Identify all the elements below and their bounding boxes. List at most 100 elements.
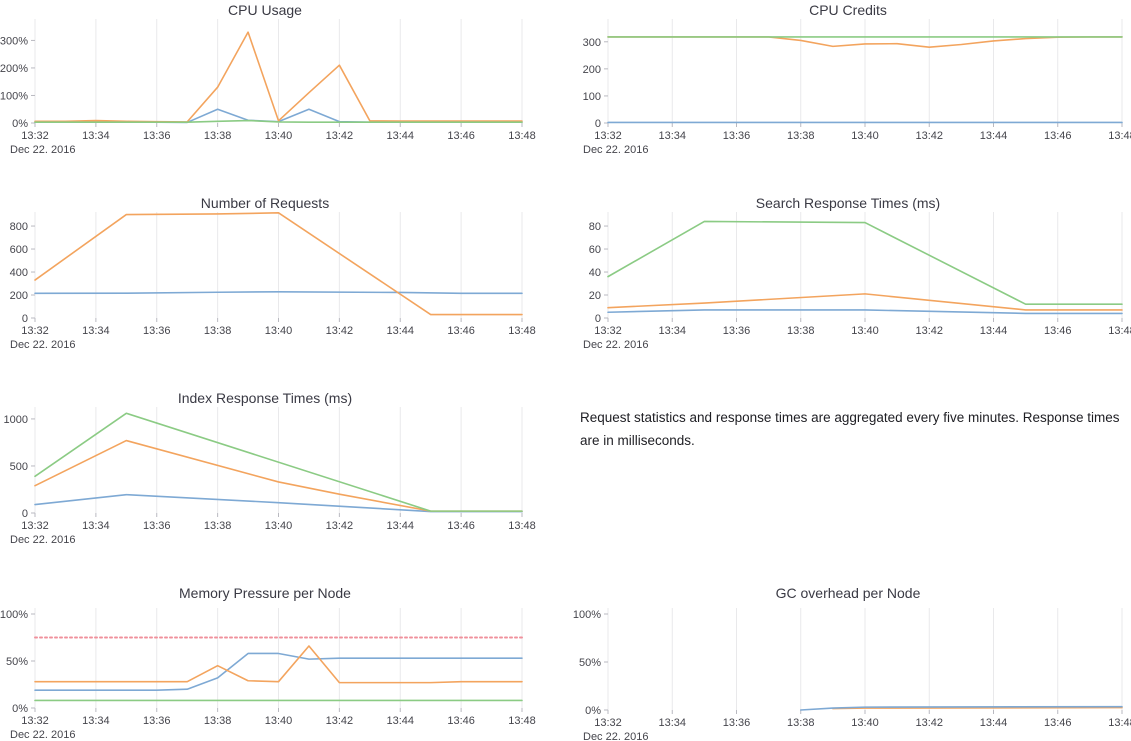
x-tick-label: 13:46 — [1044, 325, 1072, 337]
series-line-blue[interactable] — [34, 290, 523, 295]
x-tick-label: 13:32 — [594, 130, 622, 142]
chart-title: Memory Pressure per Node — [179, 585, 351, 601]
y-tick-label: 300% — [0, 35, 28, 47]
x-tick-label: 13:40 — [851, 717, 879, 729]
x-tick-label: 13:40 — [851, 325, 879, 337]
x-tick-label: 13:46 — [1044, 717, 1072, 729]
y-tick-label: 200 — [583, 64, 601, 76]
x-tick-label: 13:44 — [980, 717, 1008, 729]
x-tick-label: 13:40 — [265, 325, 293, 337]
y-tick-label: 0 — [595, 118, 601, 130]
x-tick-label: 13:42 — [326, 325, 354, 337]
x-axis-date-label: Dec 22. 2016 — [583, 731, 648, 741]
x-tick-label: 13:38 — [204, 715, 232, 727]
x-tick-label: 13:34 — [82, 520, 110, 532]
chart-index-response-times: Index Response Times (ms) 13:32 13:34 13:3… — [0, 388, 536, 548]
x-tick-label: 13:34 — [82, 325, 110, 337]
y-tick-label: 40 — [589, 267, 601, 279]
x-tick-label: 13:40 — [851, 130, 879, 142]
x-tick-label: 13:40 — [265, 520, 293, 532]
x-axis-date-label: Dec 22. 2016 — [583, 339, 648, 351]
x-tick-label: 13:36 — [143, 130, 171, 142]
series-line-blue[interactable] — [799, 705, 1123, 711]
chart-title: CPU Usage — [228, 2, 302, 18]
y-tick-label: 100% — [573, 609, 601, 621]
x-tick-label: 13:40 — [265, 715, 293, 727]
x-tick-label: 13:32 — [21, 520, 49, 532]
x-tick-label: 13:34 — [82, 130, 110, 142]
chart-title: Number of Requests — [200, 195, 330, 211]
x-tick-label: 13:44 — [386, 130, 414, 142]
plot-number-of-requests[interactable]: 13:32 13:34 13:36 13:38 13:40 13:42 13:44 13:46… — [0, 193, 536, 353]
x-axis-date-label: Dec 22. 2016 — [583, 144, 648, 156]
y-tick-label: 50% — [579, 657, 601, 669]
y-tick-label: 200 — [10, 290, 28, 302]
x-tick-label: 13:46 — [447, 130, 475, 142]
x-tick-label: 13:46 — [1044, 130, 1072, 142]
x-tick-label: 13:42 — [915, 130, 943, 142]
x-tick-label: 13:38 — [204, 325, 232, 337]
series-line-orange[interactable] — [34, 645, 523, 684]
y-tick-label: 60 — [589, 244, 601, 256]
x-tick-label: 13:36 — [723, 717, 751, 729]
y-tick-label: 800 — [10, 221, 28, 233]
x-tick-label: 13:32 — [594, 717, 622, 729]
x-tick-label: 13:48 — [1108, 130, 1131, 142]
y-tick-label: 0% — [12, 118, 28, 130]
plot-index-response-times[interactable]: 13:32 13:34 13:36 13:38 13:40 13:42 13:44 13:46… — [0, 388, 536, 548]
x-tick-label: 13:32 — [21, 715, 49, 727]
series-line-blue[interactable] — [34, 652, 523, 691]
plot-memory-pressure-per-node[interactable]: 13:32 13:34 13:36 13:38 13:40 13:42 13:44 13:46… — [0, 583, 536, 741]
x-tick-label: 13:32 — [594, 325, 622, 337]
chart-title: GC overhead per Node — [775, 585, 921, 601]
x-tick-label: 13:42 — [915, 325, 943, 337]
x-tick-label: 13:36 — [723, 130, 751, 142]
y-tick-label: 100% — [0, 609, 28, 621]
y-tick-label: 0 — [22, 313, 28, 325]
series-line-orange[interactable] — [607, 293, 1123, 311]
plot-search-response-times[interactable]: 13:32 13:34 13:36 13:38 13:40 13:42 13:44 13:46… — [565, 193, 1131, 353]
x-tick-label: 13:36 — [143, 520, 171, 532]
x-tick-label: 13:48 — [508, 325, 536, 337]
x-tick-label: 13:38 — [787, 717, 815, 729]
chart-title: Index Response Times (ms) — [177, 390, 353, 406]
y-tick-label: 1000 — [4, 414, 28, 426]
chart-title: CPU Credits — [809, 2, 887, 18]
plot-gc-overhead-per-node[interactable]: 13:32 13:34 13:36 13:38 13:40 13:42 13:44 13:46… — [565, 583, 1131, 741]
series-line-orange[interactable] — [34, 212, 523, 316]
x-axis-date-label: Dec 22. 2016 — [10, 534, 75, 546]
chart-gc-overhead-per-node: GC overhead per Node 13:32 13:34 13:36 13:3… — [565, 583, 1131, 741]
x-tick-label: 13:48 — [508, 520, 536, 532]
y-tick-label: 100% — [0, 90, 28, 102]
series-line-green[interactable] — [34, 412, 523, 512]
x-tick-label: 13:44 — [386, 520, 414, 532]
x-tick-label: 13:48 — [508, 715, 536, 727]
x-tick-label: 13:42 — [326, 130, 354, 142]
x-tick-label: 13:38 — [787, 130, 815, 142]
x-tick-label: 13:42 — [326, 715, 354, 727]
series-line-orange[interactable] — [34, 31, 523, 123]
x-tick-label: 13:36 — [723, 325, 751, 337]
x-tick-label: 13:36 — [143, 325, 171, 337]
x-tick-label: 13:44 — [386, 325, 414, 337]
x-axis-date-label: Dec 22. 2016 — [10, 729, 75, 741]
x-tick-label: 13:36 — [143, 715, 171, 727]
series-line-green[interactable] — [34, 119, 523, 123]
y-tick-label: 80 — [589, 221, 601, 233]
y-tick-label: 300 — [583, 37, 601, 49]
series-line-blue[interactable] — [607, 309, 1123, 315]
x-tick-label: 13:48 — [1108, 717, 1131, 729]
x-tick-label: 13:48 — [508, 130, 536, 142]
y-tick-label: 100 — [583, 91, 601, 103]
chart-cpu-usage: CPU Usage 13:32 13:34 13:36 13:38 13:40 13:42… — [0, 0, 536, 160]
x-tick-label: 13:34 — [658, 130, 686, 142]
x-tick-label: 13:46 — [447, 715, 475, 727]
series-line-green[interactable] — [607, 220, 1123, 306]
chart-title: Search Response Times (ms) — [755, 195, 941, 211]
y-tick-label: 20 — [589, 290, 601, 302]
x-tick-label: 13:34 — [658, 717, 686, 729]
plot-cpu-usage[interactable]: 13:32 13:34 13:36 13:38 13:40 13:42 13:44 13:46… — [0, 0, 536, 160]
x-tick-label: 13:46 — [447, 325, 475, 337]
aggregation-note: Request statistics and response times ar… — [580, 410, 1120, 448]
plot-cpu-credits[interactable]: 13:32 13:34 13:36 13:38 13:40 13:42 13:44 13:46… — [565, 0, 1131, 160]
